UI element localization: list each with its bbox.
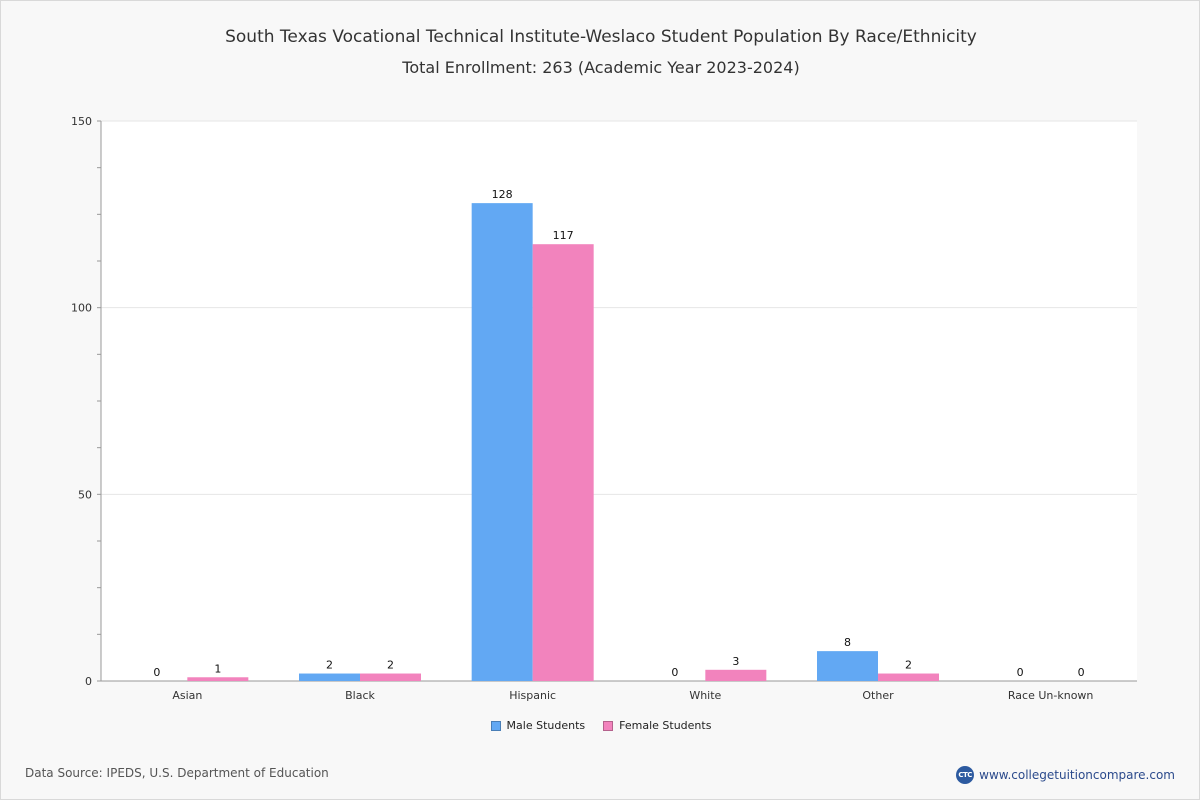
x-tick-label: Asian — [172, 689, 202, 702]
legend-item-female[interactable]: Female Students — [603, 719, 711, 732]
data-label: 0 — [671, 666, 678, 679]
x-tick-label: Race Un-known — [1008, 689, 1094, 702]
bar-female — [187, 677, 249, 681]
y-tick-label: 50 — [78, 488, 92, 501]
data-source-note: Data Source: IPEDS, U.S. Department of E… — [25, 766, 329, 780]
bar-male — [299, 673, 360, 681]
bar-female — [532, 244, 594, 681]
y-tick-label: 0 — [85, 675, 92, 688]
data-label: 2 — [326, 659, 333, 672]
x-tick-label: Hispanic — [509, 689, 556, 702]
x-tick-label: Black — [345, 689, 375, 702]
legend-label-female: Female Students — [619, 719, 712, 732]
data-label: 0 — [1017, 666, 1024, 679]
legend-swatch-female — [603, 720, 614, 731]
x-tick-label: White — [689, 689, 721, 702]
data-label: 2 — [387, 659, 394, 672]
chart-legend: Male Students Female Students — [1, 719, 1200, 732]
legend-swatch-male — [490, 720, 501, 731]
y-tick-label: 100 — [71, 302, 92, 315]
data-label: 128 — [492, 188, 513, 201]
legend-item-male[interactable]: Male Students — [490, 719, 586, 732]
plot-area — [101, 121, 1137, 681]
data-label: 3 — [732, 655, 739, 668]
bar-female — [360, 673, 421, 681]
brand-url: www.collegetuitioncompare.com — [979, 768, 1175, 782]
data-label: 0 — [1078, 666, 1085, 679]
bar-male — [817, 651, 878, 681]
x-tick-label: Other — [862, 689, 894, 702]
data-label: 8 — [844, 636, 851, 649]
data-label: 1 — [214, 662, 221, 675]
data-label: 117 — [553, 229, 574, 242]
bar-female — [705, 669, 767, 681]
bar-female — [878, 673, 939, 681]
chart-subtitle: Total Enrollment: 263 (Academic Year 202… — [402, 58, 800, 77]
data-label: 0 — [153, 666, 160, 679]
bar-male — [471, 203, 533, 681]
brand-link[interactable]: CTC www.collegetuitioncompare.com — [956, 766, 1175, 784]
chart-title: South Texas Vocational Technical Institu… — [225, 27, 977, 47]
y-tick-label: 150 — [71, 115, 92, 128]
brand-logo-icon: CTC — [956, 766, 975, 784]
legend-label-male: Male Students — [506, 719, 586, 732]
data-label: 2 — [905, 659, 912, 672]
